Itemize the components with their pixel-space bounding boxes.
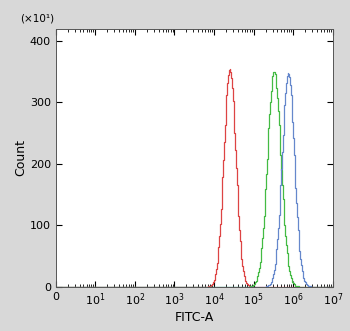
Y-axis label: Count: Count bbox=[14, 139, 27, 176]
Text: (×10¹): (×10¹) bbox=[20, 14, 54, 24]
X-axis label: FITC-A: FITC-A bbox=[175, 311, 214, 324]
